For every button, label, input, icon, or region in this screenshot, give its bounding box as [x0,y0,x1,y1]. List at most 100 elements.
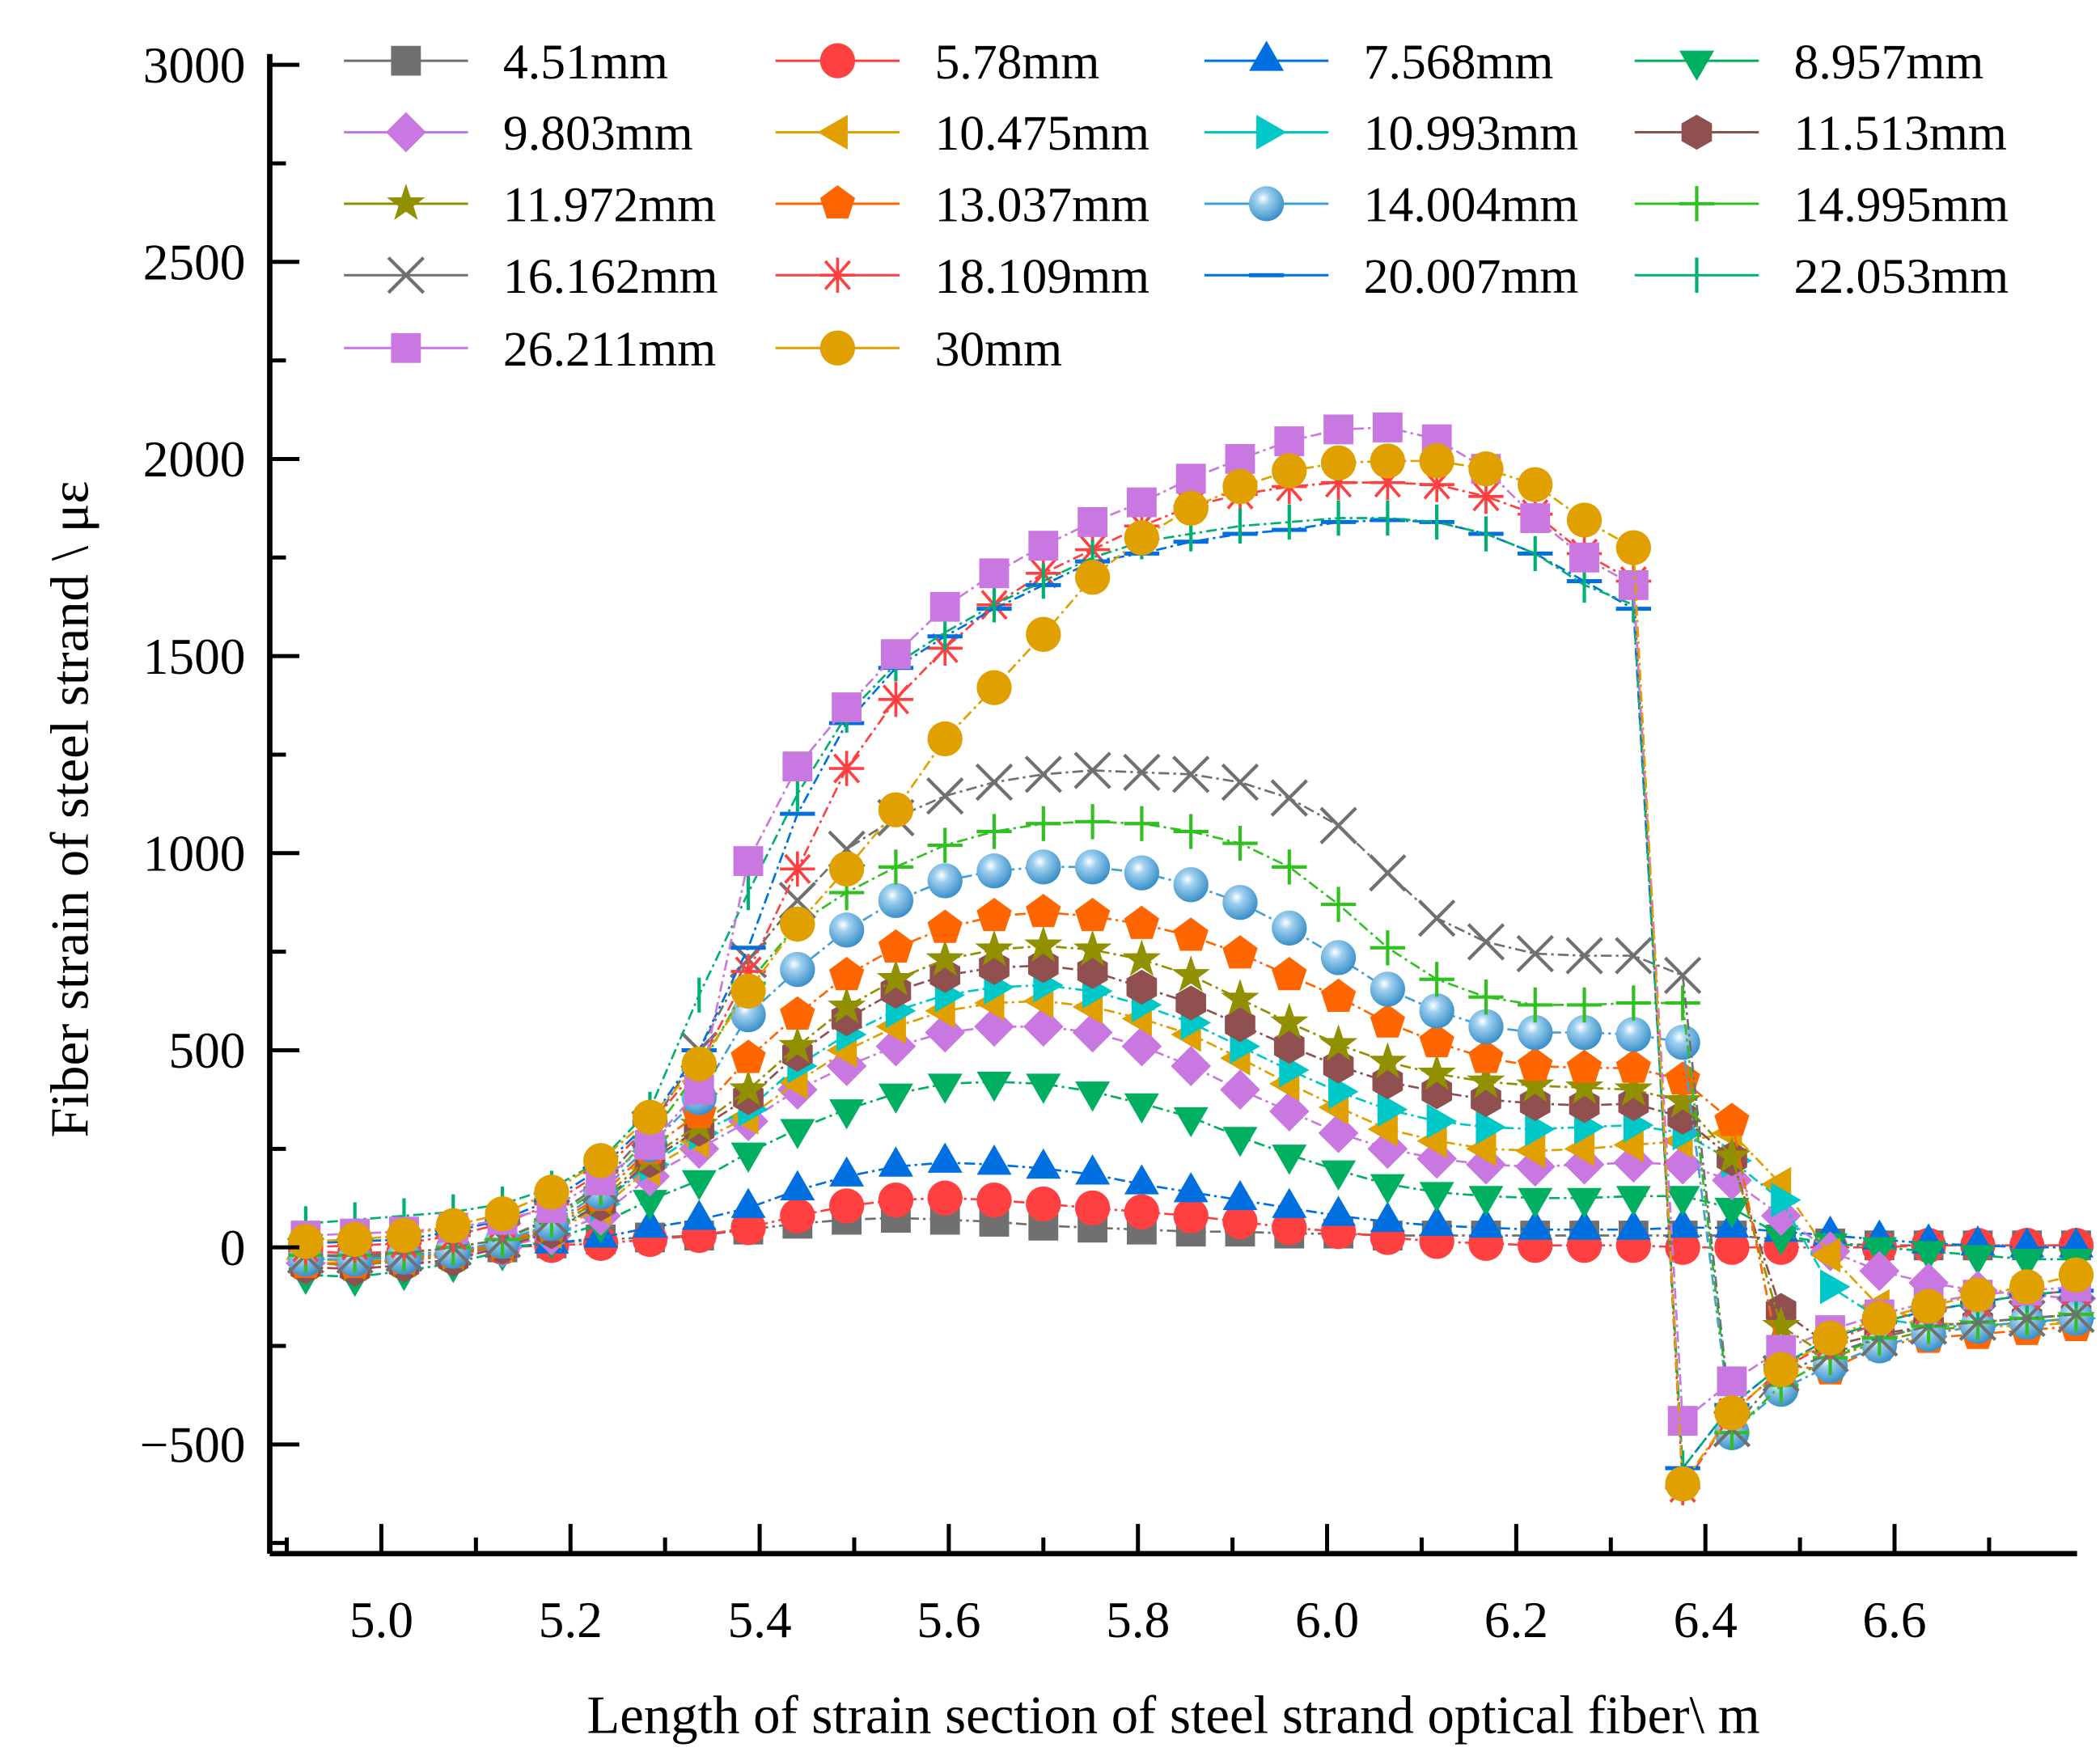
data-point [386,1217,422,1254]
data-point [1270,1002,1309,1039]
data-point [1220,1069,1260,1111]
data-point [1026,1186,1061,1222]
legend-item: 9.803mm [344,106,693,161]
data-point [974,1006,1014,1047]
legend-label: 13.037mm [934,178,1149,233]
data-point [1665,1061,1700,1095]
legend-marker [1248,186,1285,222]
data-point [1615,985,1652,1021]
data-point [1225,444,1255,474]
data-point [875,1026,917,1067]
data-point [1713,1136,1751,1174]
data-point [1221,763,1260,802]
legend-label: 30mm [934,322,1062,377]
x-axis-label: Length of strain section of steel strand… [587,1686,1760,1745]
data-point [1272,849,1307,885]
data-point [1022,1006,1064,1047]
data-point [927,1142,963,1173]
data-point [976,1071,1012,1102]
data-point [1960,1276,1996,1313]
data-point [1270,779,1308,817]
data-point [730,1187,766,1218]
data-point [733,846,764,876]
y-tick-label: 2000 [143,431,246,488]
data-point [1124,905,1160,939]
data-point [926,776,964,815]
data-point [878,792,914,827]
data-point [1320,445,1357,481]
data-point [1567,1187,1603,1219]
data-point [632,1190,667,1221]
data-point [1173,814,1209,849]
data-point [1665,1207,1700,1238]
data-point [976,670,1012,705]
x-tick-label: 5.2 [539,1592,603,1648]
data-point [1468,1207,1504,1238]
data-point [1367,1128,1408,1170]
data-point [1820,1269,1851,1305]
data-point [1222,1204,1258,1240]
data-point [1318,1112,1359,1153]
data-point [1323,414,1353,445]
data-point [1273,1028,1305,1064]
data-point [780,1198,815,1233]
legend-label: 10.993mm [1364,106,1579,161]
data-point [1417,1053,1456,1090]
data-point [730,1039,766,1073]
data-point [1615,1017,1652,1052]
data-point [1075,1081,1111,1112]
legend-label: 26.211mm [503,322,716,377]
data-point [1564,1067,1604,1104]
data-point [1074,897,1111,932]
data-point [827,987,866,1024]
legend-label: 11.513mm [1794,106,2007,161]
legend-label: 14.995mm [1794,178,2009,233]
data-point [1369,854,1407,892]
data-point [288,1224,324,1259]
data-point [1370,971,1406,1007]
data-point [1960,1245,1996,1276]
legend-marker [1256,114,1287,150]
data-point [927,721,963,757]
data-point [1426,1103,1458,1139]
data-point [927,1073,963,1104]
data-point [780,996,815,1030]
data-point [1024,755,1062,793]
legend-label: 18.109mm [934,249,1149,304]
data-point [1026,894,1061,928]
legend-item: 26.211mm [344,322,716,377]
data-point [1714,1395,1750,1431]
y-tick-label: 1500 [143,628,246,685]
data-point [1419,962,1454,997]
data-point [1367,1111,1398,1147]
data-point [1566,987,1603,1023]
data-point [1122,939,1162,976]
data-point [1272,1187,1307,1218]
data-point [878,929,914,963]
y-tick-label: 0 [220,1220,246,1276]
data-point [780,906,815,942]
data-point [1665,1025,1700,1060]
data-point [1272,453,1307,489]
data-point [1074,849,1111,885]
data-point [1468,479,1504,514]
data-point [1466,1144,1506,1185]
data-point [1564,1131,1595,1166]
series-10.993mm [295,967,2097,1344]
data-point [1614,1069,1653,1106]
data-point [1958,1303,1997,1341]
legend-label: 7.568mm [1364,35,1554,90]
data-point [927,863,963,899]
data-point [1569,542,1599,573]
data-point [1173,917,1209,951]
data-point [1861,1301,1897,1336]
legend-item: 22.053mm [1634,249,2009,304]
data-point [1615,1186,1651,1217]
data-point [1667,1406,1698,1437]
data-point [878,849,914,885]
data-point [1321,1195,1357,1226]
data-point [632,1207,667,1238]
data-point [1370,1004,1406,1038]
data-point [1467,1061,1505,1098]
